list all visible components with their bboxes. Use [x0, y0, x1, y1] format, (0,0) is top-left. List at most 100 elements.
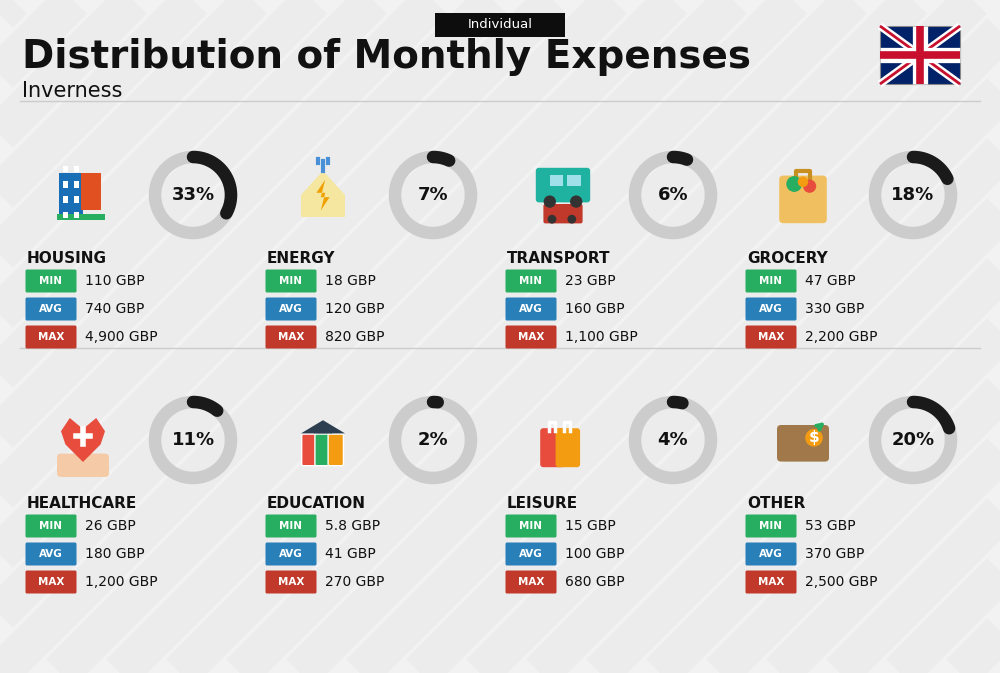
FancyBboxPatch shape — [266, 269, 316, 293]
FancyBboxPatch shape — [536, 168, 590, 203]
Text: LEISURE: LEISURE — [507, 496, 578, 511]
FancyBboxPatch shape — [746, 542, 796, 565]
FancyBboxPatch shape — [26, 269, 76, 293]
Circle shape — [786, 176, 802, 192]
Text: MAX: MAX — [278, 577, 304, 587]
Text: 11%: 11% — [171, 431, 215, 449]
Circle shape — [548, 215, 556, 223]
Text: 2%: 2% — [418, 431, 448, 449]
Text: OTHER: OTHER — [747, 496, 805, 511]
Text: 47 GBP: 47 GBP — [805, 274, 856, 288]
Text: 1,100 GBP: 1,100 GBP — [565, 330, 638, 344]
Text: 26 GBP: 26 GBP — [85, 519, 136, 533]
Text: 120 GBP: 120 GBP — [325, 302, 384, 316]
Text: 820 GBP: 820 GBP — [325, 330, 384, 344]
Text: AVG: AVG — [519, 549, 543, 559]
Bar — [74, 212, 79, 218]
Text: 15 GBP: 15 GBP — [565, 519, 616, 533]
Text: EDUCATION: EDUCATION — [267, 496, 366, 511]
Text: MAX: MAX — [758, 332, 784, 342]
Bar — [63, 197, 68, 203]
FancyBboxPatch shape — [746, 269, 796, 293]
FancyBboxPatch shape — [57, 454, 109, 477]
FancyBboxPatch shape — [266, 297, 316, 320]
FancyBboxPatch shape — [746, 514, 796, 538]
Circle shape — [798, 176, 808, 187]
Text: 20%: 20% — [891, 431, 935, 449]
Text: Inverness: Inverness — [22, 81, 122, 101]
Text: 6%: 6% — [658, 186, 688, 204]
Text: 1,200 GBP: 1,200 GBP — [85, 575, 158, 589]
Text: $: $ — [809, 430, 819, 446]
Text: MIN: MIN — [520, 276, 542, 286]
Text: 2,500 GBP: 2,500 GBP — [805, 575, 878, 589]
Text: 18 GBP: 18 GBP — [325, 274, 376, 288]
FancyBboxPatch shape — [746, 571, 796, 594]
Text: 110 GBP: 110 GBP — [85, 274, 145, 288]
Text: 53 GBP: 53 GBP — [805, 519, 856, 533]
Text: 41 GBP: 41 GBP — [325, 547, 376, 561]
Text: GROCERY: GROCERY — [747, 251, 828, 266]
Text: MIN: MIN — [280, 521, 302, 531]
FancyBboxPatch shape — [506, 571, 556, 594]
Bar — [567, 175, 581, 186]
Text: 330 GBP: 330 GBP — [805, 302, 864, 316]
FancyBboxPatch shape — [315, 434, 330, 466]
Circle shape — [567, 215, 576, 223]
FancyBboxPatch shape — [57, 215, 105, 219]
Polygon shape — [61, 418, 105, 462]
FancyBboxPatch shape — [26, 571, 76, 594]
Text: Individual: Individual — [468, 18, 532, 32]
FancyBboxPatch shape — [266, 326, 316, 349]
Text: MIN: MIN — [280, 276, 302, 286]
FancyBboxPatch shape — [506, 542, 556, 565]
Text: MIN: MIN — [40, 276, 62, 286]
Text: 100 GBP: 100 GBP — [565, 547, 624, 561]
FancyBboxPatch shape — [81, 173, 101, 211]
Polygon shape — [301, 171, 345, 217]
Text: MAX: MAX — [518, 577, 544, 587]
FancyBboxPatch shape — [746, 297, 796, 320]
Circle shape — [570, 195, 582, 208]
Circle shape — [805, 429, 823, 447]
Text: AVG: AVG — [759, 549, 783, 559]
FancyBboxPatch shape — [506, 269, 556, 293]
Text: 5.8 GBP: 5.8 GBP — [325, 519, 380, 533]
Text: MAX: MAX — [38, 577, 64, 587]
FancyBboxPatch shape — [506, 326, 556, 349]
Text: MAX: MAX — [758, 577, 784, 587]
Bar — [550, 175, 563, 186]
FancyBboxPatch shape — [543, 204, 583, 223]
FancyBboxPatch shape — [26, 326, 76, 349]
Text: 7%: 7% — [418, 186, 448, 204]
Text: AVG: AVG — [279, 304, 303, 314]
FancyBboxPatch shape — [506, 514, 556, 538]
FancyBboxPatch shape — [59, 173, 83, 217]
Text: 4,900 GBP: 4,900 GBP — [85, 330, 158, 344]
Bar — [74, 166, 79, 172]
Bar — [63, 166, 68, 172]
Text: HEALTHCARE: HEALTHCARE — [27, 496, 137, 511]
FancyBboxPatch shape — [26, 542, 76, 565]
FancyBboxPatch shape — [540, 428, 565, 467]
Text: 370 GBP: 370 GBP — [805, 547, 864, 561]
FancyBboxPatch shape — [328, 434, 343, 466]
FancyBboxPatch shape — [266, 542, 316, 565]
FancyBboxPatch shape — [506, 297, 556, 320]
Text: 740 GBP: 740 GBP — [85, 302, 144, 316]
FancyBboxPatch shape — [435, 13, 565, 37]
Circle shape — [803, 180, 816, 192]
FancyBboxPatch shape — [556, 428, 580, 467]
Text: TRANSPORT: TRANSPORT — [507, 251, 610, 266]
Text: 23 GBP: 23 GBP — [565, 274, 616, 288]
Text: 18%: 18% — [891, 186, 935, 204]
Bar — [74, 197, 79, 203]
Text: MIN: MIN — [40, 521, 62, 531]
Text: AVG: AVG — [279, 549, 303, 559]
Text: Distribution of Monthly Expenses: Distribution of Monthly Expenses — [22, 38, 751, 76]
Text: 180 GBP: 180 GBP — [85, 547, 145, 561]
FancyBboxPatch shape — [26, 514, 76, 538]
Text: HOUSING: HOUSING — [27, 251, 107, 266]
Text: AVG: AVG — [519, 304, 543, 314]
Text: MIN: MIN — [520, 521, 542, 531]
